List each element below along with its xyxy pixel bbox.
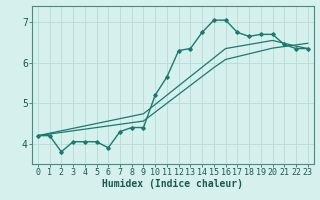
- X-axis label: Humidex (Indice chaleur): Humidex (Indice chaleur): [102, 179, 243, 189]
